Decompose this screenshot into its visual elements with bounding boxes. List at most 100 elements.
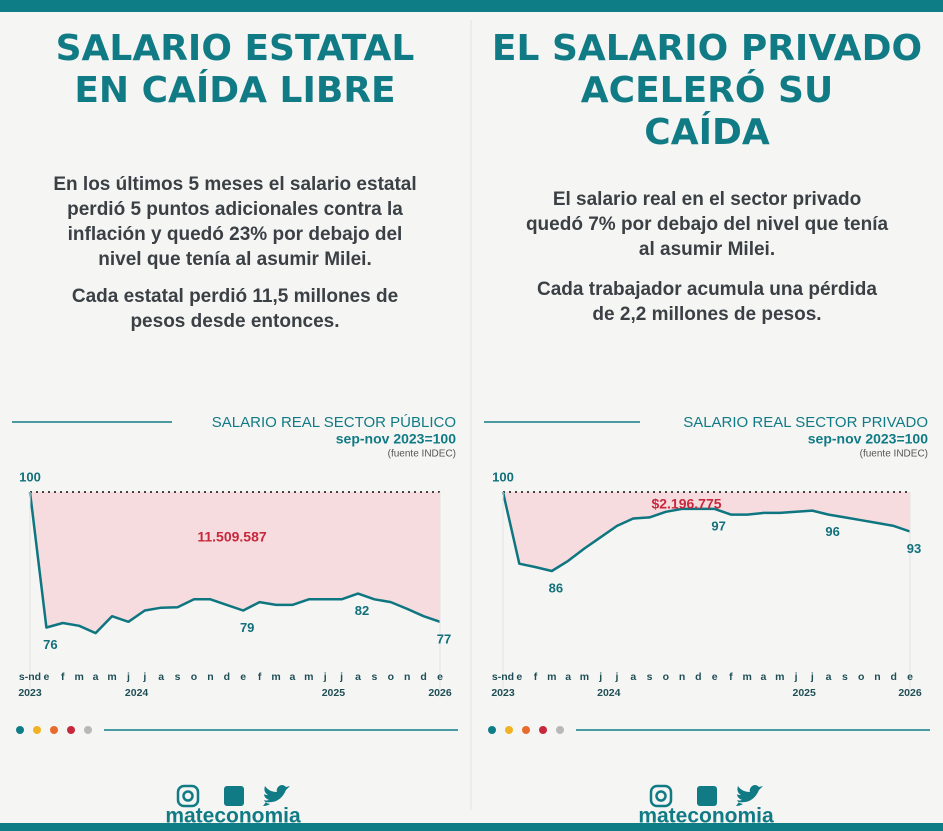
salary-line	[501, 491, 911, 573]
x-tick-label: j	[598, 671, 602, 683]
annotation: $2.196.775	[651, 496, 721, 512]
headline: EN CAÍDA LIBRE	[74, 69, 395, 111]
x-tick-label: e	[712, 671, 718, 683]
deco-dot	[67, 726, 75, 734]
x-tick-label: m	[107, 671, 116, 683]
data-label: 77	[437, 631, 451, 646]
annotation: 11.509.587	[197, 529, 267, 545]
x-tick-label: m	[271, 671, 280, 683]
x-tick-label: n	[207, 671, 213, 683]
deco-dot	[556, 726, 564, 734]
deco-dot	[84, 726, 92, 734]
facebook-icon	[697, 786, 717, 806]
twitter-icon	[736, 785, 763, 806]
headline: CAÍDA	[644, 111, 770, 153]
loss-area	[503, 492, 910, 571]
x-tick-label: j	[323, 671, 327, 683]
x-tick-label: m	[580, 671, 589, 683]
x-tick-label: a	[630, 671, 636, 683]
x-tick-label: m	[547, 671, 556, 683]
paragraph-line: Cada trabajador acumula una pérdida	[537, 279, 877, 300]
year-label: 2024	[125, 687, 149, 699]
facebook-icon	[224, 786, 244, 806]
instagram-icon-lens	[655, 790, 667, 802]
x-tick-label: a	[289, 671, 295, 683]
data-label: 100	[492, 469, 514, 484]
headline: EL SALARIO PRIVADO	[492, 28, 922, 69]
x-tick-label: s	[371, 671, 377, 683]
x-tick-label: n	[874, 671, 880, 683]
chart-source: (fuente INDEC)	[388, 449, 456, 460]
x-tick-label: o	[663, 671, 669, 683]
chart-subtitle: sep-nov 2023=100	[336, 431, 456, 447]
loss-area	[30, 492, 440, 634]
twitter-icon	[263, 785, 290, 806]
paragraph-line: El salario real en el sector privado	[553, 189, 861, 210]
x-tick-label: s	[842, 671, 848, 683]
data-label: 97	[711, 518, 725, 533]
instagram-icon-lens	[182, 790, 194, 802]
x-tick-label: o	[191, 671, 197, 683]
x-tick-label: d	[420, 671, 426, 683]
year-label: 2023	[491, 687, 515, 699]
deco-dot	[50, 726, 58, 734]
x-tick-label: f	[61, 671, 65, 683]
year-label: 2026	[898, 687, 922, 699]
instagram-icon	[649, 784, 673, 808]
data-label: 79	[240, 620, 254, 635]
x-tick-label: e	[43, 671, 49, 683]
paragraph-line: al asumir Milei.	[639, 239, 775, 260]
x-tick-label: f	[258, 671, 262, 683]
headline: SALARIO ESTATAL	[56, 28, 415, 69]
paragraph-line: inflación y quedó 23% por debajo del	[68, 224, 403, 245]
x-tick-label: j	[794, 671, 798, 683]
headline: ACELERÓ SU	[581, 69, 833, 111]
x-tick-label: d	[224, 671, 230, 683]
x-tick-label: a	[826, 671, 832, 683]
chart-title: SALARIO REAL SECTOR PRIVADO	[683, 414, 928, 431]
x-tick-label: n	[679, 671, 685, 683]
chart-subtitle: sep-nov 2023=100	[808, 431, 928, 447]
x-tick-label: f	[729, 671, 733, 683]
deco-dot	[522, 726, 530, 734]
deco-dot	[16, 726, 24, 734]
paragraph-line: Cada estatal perdió 11,5 millones de	[72, 286, 398, 307]
x-tick-label: j	[339, 671, 343, 683]
x-tick-label: a	[761, 671, 767, 683]
data-label: 82	[355, 603, 369, 618]
data-label: 93	[907, 541, 921, 556]
x-tick-label: d	[891, 671, 897, 683]
x-tick-label: e	[907, 671, 913, 683]
brand-tab	[150, 823, 310, 831]
x-tick-label: a	[158, 671, 164, 683]
data-label: 86	[549, 580, 563, 595]
x-tick-label: d	[695, 671, 701, 683]
x-tick-label: e	[437, 671, 443, 683]
x-tick-label: f	[534, 671, 538, 683]
x-tick-label: j	[142, 671, 146, 683]
paragraph-line: quedó 7% por debajo del nivel que tenía	[526, 214, 889, 235]
x-tick-label: a	[565, 671, 571, 683]
year-label: 2023	[18, 687, 42, 699]
paragraph-line: de 2,2 millones de pesos.	[592, 304, 821, 325]
deco-dot	[33, 726, 41, 734]
x-tick-label: j	[810, 671, 814, 683]
paragraph-line: En los últimos 5 meses el salario estata…	[53, 174, 416, 195]
x-tick-label: s	[175, 671, 181, 683]
deco-dot	[505, 726, 513, 734]
x-tick-label: s	[647, 671, 653, 683]
paragraph-line: pesos desde entonces.	[130, 311, 339, 332]
brand: mateconomia	[165, 805, 301, 828]
x-tick-label: a	[355, 671, 361, 683]
x-tick-label: n	[404, 671, 410, 683]
deco-dot	[539, 726, 547, 734]
x-tick-label: s-nd	[19, 671, 41, 683]
x-tick-label: j	[126, 671, 130, 683]
x-tick-label: o	[388, 671, 394, 683]
data-label: 96	[825, 524, 839, 539]
salary-line	[28, 491, 441, 635]
x-tick-label: e	[240, 671, 246, 683]
paragraph-line: nivel que tenía al asumir Milei.	[98, 249, 371, 270]
chart-source: (fuente INDEC)	[860, 449, 928, 460]
